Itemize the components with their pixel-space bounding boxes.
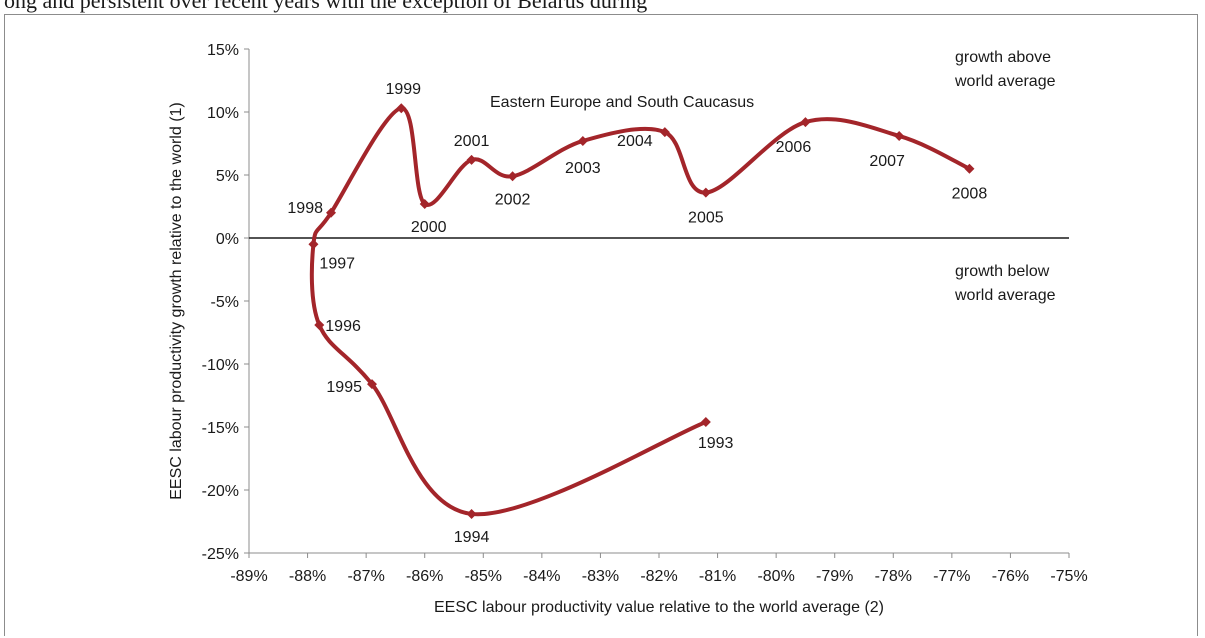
data-point-label: 1998 [287,200,323,217]
annotation-below-line1: growth below [955,263,1050,280]
x-tick-label: -86% [406,568,443,585]
y-tick-label: 5% [216,168,239,185]
data-point-label: 2001 [454,133,490,150]
data-point-label: 2006 [776,139,812,156]
page-text-fragment: ong and persistent over recent years wit… [4,0,648,13]
point-labels: 1993 1994 1995 1996 1997 1998 1999 2000 2001 2002… [287,81,987,546]
data-point-label: 1993 [698,435,734,452]
data-point-label: 1994 [454,529,490,546]
data-point-label: 1999 [385,81,421,98]
annotation-below-line2: world average [954,287,1056,304]
x-tick-label: -87% [347,568,384,585]
x-tick-label: -80% [757,568,794,585]
x-tick-label: -78% [875,568,912,585]
data-point-marker [659,127,670,138]
x-tick-label: -76% [992,568,1029,585]
data-point-label: 2005 [688,210,724,227]
y-tick-label: -5% [211,294,239,311]
data-point-marker [308,239,319,250]
y-tick-label: 15% [207,42,239,59]
chart-frame [4,14,1198,636]
x-tick-label: -85% [465,568,502,585]
series-label: Eastern Europe and South Caucasus [490,94,754,111]
annotation-above-line2: world average [954,73,1056,90]
data-point-marker [466,508,477,519]
data-point-label: 1996 [325,318,361,335]
x-tick-label: -88% [289,568,326,585]
data-point-marker [507,171,518,182]
data-point-label: 2007 [869,153,905,170]
y-tick-label: -25% [202,546,239,563]
series-markers [308,103,975,519]
x-tick-label: -75% [1050,568,1087,585]
x-tick-label: -83% [582,568,619,585]
chart-axes: 15% 10% 5% 0% -5% -10% -15% -20% -25% -89% -88% -87… [202,42,1088,585]
data-point-marker [314,319,325,330]
y-tick-label: 0% [216,231,239,248]
y-axis-title-line1: EESC labour productivity growth relative… [168,102,185,500]
y-tick-label: -20% [202,483,239,500]
x-axis-title: EESC labour productivity value relative … [434,599,884,616]
data-point-marker [577,135,588,146]
x-tick-label: -77% [933,568,970,585]
data-point-marker [466,154,477,165]
y-tick-label: -15% [202,420,239,437]
data-point-label: 2002 [495,191,531,208]
data-point-marker [700,187,711,198]
x-tick-label: -79% [816,568,853,585]
data-point-label: 2000 [411,219,447,236]
data-point-marker [367,379,377,390]
x-tick-label: -84% [523,568,560,585]
data-point-marker [419,198,430,209]
data-point-marker [396,103,407,114]
annotation-above-line1: growth above [955,49,1051,66]
data-point-marker [800,117,811,128]
data-point-marker [964,163,975,174]
x-tick-label: -82% [640,568,677,585]
data-point-label: 2004 [617,133,653,150]
y-tick-label: 10% [207,105,239,122]
data-point-marker [700,416,711,427]
x-tick-label: -81% [699,568,736,585]
data-point-marker [326,207,336,218]
y-tick-label: -10% [202,357,239,374]
data-point-label: 1997 [319,255,355,272]
data-point-marker [894,130,905,141]
data-point-label: 1995 [326,379,362,396]
data-point-label: 2003 [565,160,601,177]
data-point-label: 2008 [952,186,988,203]
x-tick-label: -89% [230,568,267,585]
